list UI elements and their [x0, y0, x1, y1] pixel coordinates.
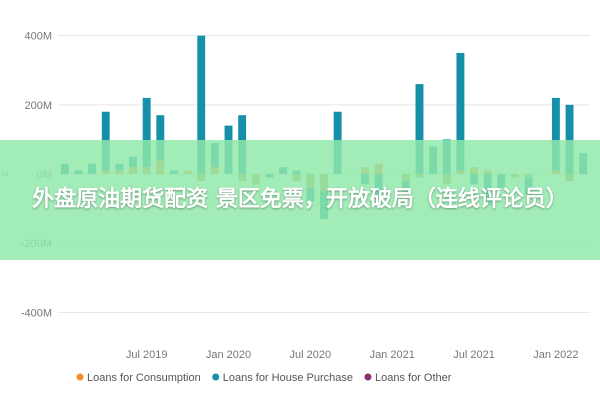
bar-loans-for-house-purchase [456, 52, 465, 171]
x-tick-label: Jan 2020 [206, 349, 251, 361]
x-tick-label: Jan 2022 [533, 349, 578, 361]
headline-text: 外盘原油期货配资 景区免票，开放破局（连线评论员） [32, 187, 568, 212]
bar-loans-for-house-purchase [197, 35, 206, 174]
bar-loans-for-house-purchase [415, 84, 424, 174]
legend-marker [212, 373, 220, 381]
x-tick-label: Jul 2019 [126, 349, 168, 361]
bar-loans-for-house-purchase [142, 97, 151, 168]
bar-loans-for-house-purchase [156, 115, 165, 161]
legend-marker [76, 373, 84, 381]
x-tick-label: Jul 2020 [290, 349, 332, 361]
legend-label: Loans for Other [375, 372, 452, 384]
legend-label: Loans for House Purchase [223, 372, 353, 384]
y-tick-label: -400M [21, 307, 52, 319]
x-tick-label: Jan 2021 [370, 349, 415, 361]
legend-label: Loans for Consumption [87, 372, 201, 384]
y-tick-label: 200M [24, 100, 52, 112]
headline-banner: 外盘原油期货配资 景区免票，开放破局（连线评论员） [0, 140, 600, 260]
bar-loans-for-house-purchase [551, 97, 560, 171]
bar-loans-for-house-purchase [565, 104, 574, 174]
y-tick-label: 400M [24, 31, 52, 43]
x-tick-label: Jul 2021 [453, 349, 495, 361]
legend-marker [364, 373, 372, 381]
